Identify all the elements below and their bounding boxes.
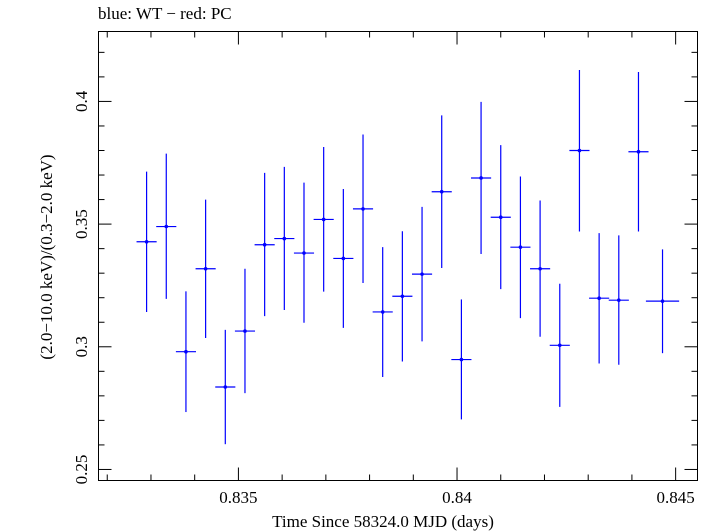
data-point (490, 145, 511, 290)
x-axis-label: Time Since 58324.0 MJD (days) (272, 512, 494, 531)
data-marker (380, 310, 385, 314)
data-marker (164, 224, 169, 229)
data-marker (636, 149, 641, 154)
data-marker (243, 329, 247, 333)
plot-frame (98, 31, 698, 481)
data-point (293, 182, 315, 323)
chart-title: blue: WT − red: PC (98, 4, 232, 23)
data-marker (597, 296, 601, 301)
data-point (411, 206, 433, 342)
axis-tick-labels: 0.835 0.84 0.845 0.25 0.3 0.35 0.4 (72, 90, 695, 507)
data-point (589, 233, 610, 364)
data-point (195, 199, 216, 338)
y-tick-label: 0.3 (72, 336, 91, 357)
x-tick-label: 0.84 (442, 488, 472, 507)
data-marker (321, 217, 326, 222)
data-marker (616, 298, 621, 302)
y-axis-label: (2.0−10.0 keV)/(0.3−2.0 keV) (37, 154, 56, 359)
data-marker (144, 239, 149, 244)
data-point (569, 70, 590, 232)
data-marker (660, 299, 665, 303)
data-marker (361, 207, 365, 211)
data-point (451, 299, 472, 420)
data-point (175, 291, 197, 413)
data-point (530, 200, 551, 337)
x-tick-label: 0.845 (657, 488, 695, 507)
y-tick-label: 0.25 (72, 455, 91, 485)
data-point (274, 166, 295, 310)
data-marker (184, 349, 188, 354)
data-point (471, 101, 492, 255)
data-point (608, 235, 629, 365)
data-point (254, 172, 275, 317)
y-tick-label: 0.4 (72, 90, 91, 112)
data-point (333, 189, 354, 328)
data-series-wt (136, 70, 680, 445)
data-marker (203, 266, 208, 271)
data-point (352, 134, 374, 283)
data-marker (282, 236, 287, 241)
data-marker (420, 272, 424, 276)
data-point (392, 231, 413, 362)
data-point (156, 153, 177, 299)
data-marker (262, 242, 267, 247)
data-marker (459, 357, 464, 362)
data-marker (498, 215, 503, 220)
data-marker (557, 343, 562, 348)
data-point (234, 268, 256, 394)
data-marker (479, 176, 483, 180)
data-marker (400, 294, 405, 299)
x-tick-label: 0.835 (219, 488, 257, 507)
data-point (549, 283, 570, 407)
data-marker (439, 189, 444, 194)
data-point (628, 71, 649, 232)
data-point (136, 171, 157, 312)
axis-ticks (98, 31, 698, 481)
data-marker (518, 245, 523, 249)
y-tick-label: 0.35 (72, 209, 91, 239)
data-marker (341, 256, 346, 261)
data-point (215, 329, 236, 445)
data-point (372, 247, 393, 377)
data-point (431, 115, 452, 269)
data-marker (223, 385, 228, 389)
data-point (313, 147, 334, 292)
data-marker (538, 266, 542, 271)
data-marker (302, 251, 306, 255)
data-point (645, 249, 680, 354)
data-point (510, 176, 531, 319)
data-marker (577, 148, 582, 153)
